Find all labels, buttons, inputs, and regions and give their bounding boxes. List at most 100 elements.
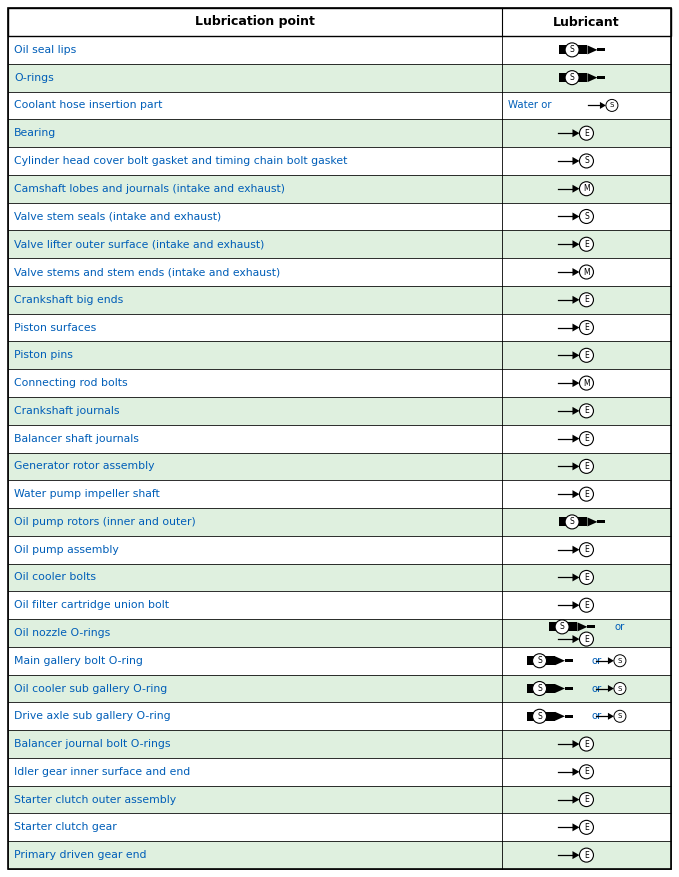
Text: or: or	[592, 711, 602, 721]
Ellipse shape	[565, 71, 579, 85]
Polygon shape	[572, 129, 579, 137]
Bar	[8, 758, 671, 786]
Ellipse shape	[532, 681, 547, 695]
Ellipse shape	[606, 99, 618, 111]
Bar	[8, 147, 671, 175]
Polygon shape	[572, 602, 579, 610]
Text: S: S	[584, 212, 589, 221]
Bar	[8, 731, 671, 758]
Ellipse shape	[532, 653, 547, 667]
Bar	[8, 814, 671, 841]
Text: or: or	[592, 656, 602, 666]
Bar	[8, 286, 671, 314]
Bar	[8, 786, 671, 814]
Text: Idler gear inner surface and end: Idler gear inner surface and end	[14, 766, 190, 777]
Text: Primary driven gear end: Primary driven gear end	[14, 850, 147, 860]
Polygon shape	[572, 635, 579, 643]
Text: Starter clutch gear: Starter clutch gear	[14, 823, 117, 832]
Polygon shape	[572, 268, 579, 276]
Text: E: E	[584, 767, 589, 776]
Text: Crankshaft big ends: Crankshaft big ends	[14, 295, 124, 305]
Ellipse shape	[565, 43, 579, 57]
Text: or: or	[592, 683, 602, 694]
Text: E: E	[584, 434, 589, 443]
Text: E: E	[584, 406, 589, 416]
Text: O-rings: O-rings	[14, 73, 54, 82]
Bar	[8, 175, 671, 203]
Text: S: S	[537, 712, 542, 721]
Bar	[8, 258, 671, 286]
Polygon shape	[572, 574, 579, 581]
Text: E: E	[584, 739, 589, 749]
Text: E: E	[584, 635, 589, 644]
Ellipse shape	[579, 820, 593, 834]
Text: Oil cooler sub gallery O-ring: Oil cooler sub gallery O-ring	[14, 683, 167, 694]
Ellipse shape	[579, 460, 593, 474]
Text: Balancer journal bolt O-rings: Balancer journal bolt O-rings	[14, 739, 170, 749]
Text: E: E	[584, 823, 589, 832]
Bar	[8, 841, 671, 869]
Text: M: M	[583, 184, 590, 193]
Text: S: S	[559, 623, 564, 631]
Bar	[549, 623, 577, 631]
Text: E: E	[584, 489, 589, 499]
Text: Oil pump rotors (inner and outer): Oil pump rotors (inner and outer)	[14, 517, 196, 527]
Bar	[8, 674, 671, 702]
Bar	[8, 8, 671, 869]
Ellipse shape	[579, 543, 593, 557]
Bar	[8, 397, 671, 424]
Ellipse shape	[579, 487, 593, 501]
Text: M: M	[583, 267, 590, 276]
Text: Oil seal lips: Oil seal lips	[14, 45, 76, 55]
Ellipse shape	[579, 210, 593, 224]
Text: Piston pins: Piston pins	[14, 350, 73, 360]
Bar	[598, 520, 606, 524]
Bar	[8, 203, 671, 231]
Text: E: E	[584, 323, 589, 332]
Polygon shape	[600, 102, 606, 109]
Polygon shape	[555, 684, 565, 693]
Text: S: S	[570, 517, 574, 526]
Bar	[8, 453, 671, 481]
Text: Cylinder head cover bolt gasket and timing chain bolt gasket: Cylinder head cover bolt gasket and timi…	[14, 156, 348, 166]
Ellipse shape	[579, 632, 593, 646]
Bar	[8, 231, 671, 258]
Text: or: or	[614, 622, 625, 631]
Bar	[8, 564, 671, 591]
Polygon shape	[572, 462, 579, 470]
Text: Main gallery bolt O-ring: Main gallery bolt O-ring	[14, 656, 143, 666]
Text: Oil cooler bolts: Oil cooler bolts	[14, 573, 96, 582]
Ellipse shape	[579, 598, 593, 612]
Text: Valve stems and stem ends (intake and exhaust): Valve stems and stem ends (intake and ex…	[14, 267, 280, 277]
Text: S: S	[610, 103, 614, 109]
Polygon shape	[555, 712, 565, 721]
Ellipse shape	[579, 570, 593, 584]
Polygon shape	[572, 768, 579, 776]
Text: E: E	[584, 239, 589, 249]
Text: Crankshaft journals: Crankshaft journals	[14, 406, 120, 416]
Text: E: E	[584, 601, 589, 610]
Bar	[8, 314, 671, 341]
Text: S: S	[570, 73, 574, 82]
Ellipse shape	[579, 765, 593, 779]
Text: E: E	[584, 351, 589, 360]
Text: S: S	[618, 658, 622, 664]
Polygon shape	[572, 435, 579, 443]
Polygon shape	[572, 296, 579, 303]
Text: Oil pump assembly: Oil pump assembly	[14, 545, 119, 554]
Text: E: E	[584, 462, 589, 471]
Text: Valve stem seals (intake and exhaust): Valve stem seals (intake and exhaust)	[14, 211, 221, 222]
Text: M: M	[583, 379, 590, 388]
Bar	[8, 424, 671, 453]
Text: S: S	[537, 684, 542, 693]
Text: Water pump impeller shaft: Water pump impeller shaft	[14, 489, 160, 499]
Text: S: S	[584, 156, 589, 166]
Polygon shape	[587, 517, 598, 526]
Polygon shape	[587, 46, 598, 54]
Bar	[8, 536, 671, 564]
Text: Water or: Water or	[508, 101, 551, 111]
Ellipse shape	[579, 321, 593, 334]
Ellipse shape	[579, 431, 593, 446]
Polygon shape	[608, 713, 614, 720]
Polygon shape	[572, 824, 579, 831]
